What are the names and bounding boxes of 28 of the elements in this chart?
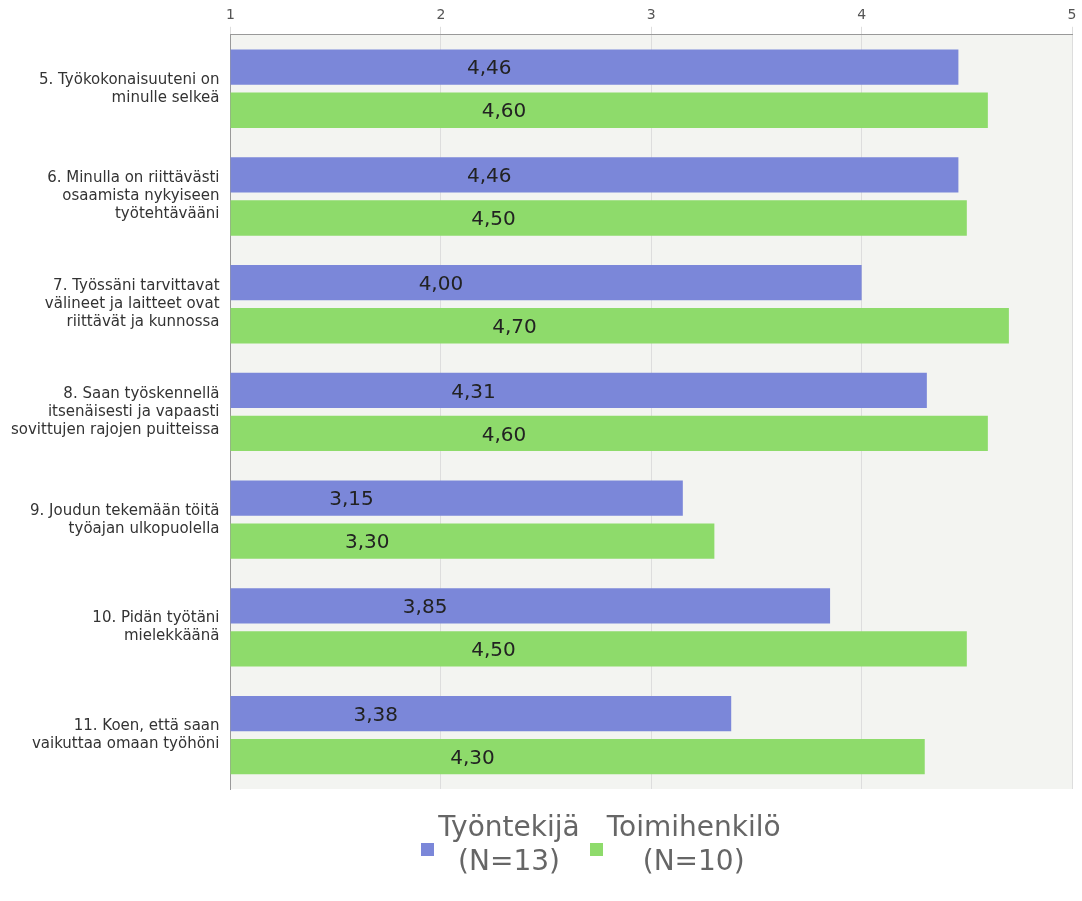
x-tick-label: 5 <box>1067 6 1077 23</box>
data-label: 3,30 <box>345 529 390 554</box>
data-label: 3,15 <box>329 486 374 511</box>
x-tick-label: 4 <box>857 6 867 23</box>
data-label: 4,50 <box>471 637 516 662</box>
x-tick-label: 1 <box>226 6 235 23</box>
y-tick-label: 8. Saan työskennellä itsenäisesti ja vapaasti sovittujen rajojen puitteissa <box>11 383 220 438</box>
data-label: 4,46 <box>467 55 512 80</box>
y-tick-label: 11. Koen, että saan vaikuttaa omaan työhöni <box>31 716 220 753</box>
data-label: 3,38 <box>353 701 398 726</box>
data-label: 4,46 <box>467 163 512 188</box>
y-tick-label: 5. Työkokonaisuuteni on minulle selkeä <box>38 69 220 106</box>
y-tick-label: 9. Joudun tekemään töitä työajan ulkopuolella <box>29 500 220 537</box>
y-tick-label: 7. Työssäni tarvittavat välineet ja laitteet ovat riittävät ja kunnossa <box>44 276 220 331</box>
legend-label: Työntekijä (N=13) <box>438 810 580 878</box>
data-label: 3,85 <box>402 594 448 619</box>
data-label: 4,50 <box>471 206 516 231</box>
legend-label: Toimihenkilö (N=10) <box>606 810 781 878</box>
y-tick-label: 6. Minulla on riittävästi osaamista nykyiseen työtehtävääni <box>47 168 220 223</box>
data-label: 4,60 <box>481 421 527 446</box>
data-label: 4,30 <box>450 744 495 769</box>
data-label: 4,31 <box>451 378 496 403</box>
x-tick-label: 3 <box>646 6 656 23</box>
y-tick-label: 10. Pidän työtäni mielekkäänä <box>92 608 220 645</box>
data-label: 4,60 <box>481 98 527 123</box>
x-tick-label: 2 <box>436 6 446 23</box>
data-label: 4,70 <box>492 313 537 338</box>
data-label: 4,00 <box>418 270 464 295</box>
